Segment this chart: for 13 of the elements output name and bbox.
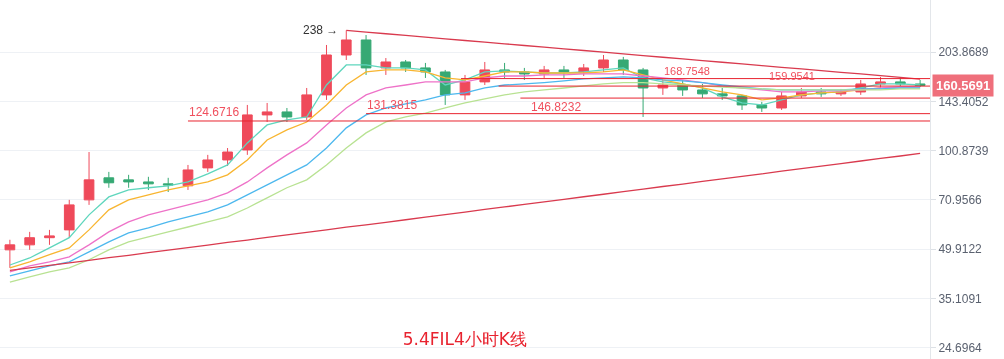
y-tick-label: 35.1091: [938, 291, 983, 306]
text: 5.4FIL4小时K线: [402, 329, 527, 350]
annotation: 238 →: [303, 23, 339, 37]
y-tick-label: 49.9122: [938, 242, 983, 257]
text: 160.5691: [936, 78, 991, 93]
y-tick-label: 24.6964: [938, 341, 983, 356]
y-tick-label: 70.9566: [938, 193, 983, 208]
ref-line-label: 146.8232: [531, 100, 582, 114]
ref-line-label: 124.6716: [189, 105, 240, 119]
ref-line-label: 168.7548: [664, 65, 710, 77]
y-tick-label: 143.4052: [938, 94, 989, 109]
y-tick-label: 100.8739: [938, 143, 989, 158]
y-tick-label: 203.8689: [938, 45, 989, 60]
